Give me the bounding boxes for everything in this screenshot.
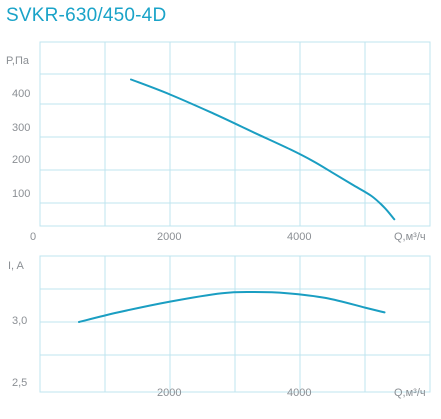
y-tick-label: 100	[12, 188, 30, 200]
chart-title: SVKR-630/450-4D	[6, 5, 167, 26]
y-axis-label: I, A	[8, 260, 25, 272]
current-curve	[78, 290, 386, 323]
pressure-curve	[130, 78, 396, 221]
x-axis-label: Q,м³/ч	[394, 387, 426, 399]
y-tick-label: 200	[12, 154, 30, 166]
x-axis-label: Q,м³/ч	[394, 231, 426, 243]
y-axis-label: P,Па	[6, 55, 30, 67]
x-tick-label: 4000	[287, 387, 311, 399]
y-tick-label: 2,5	[12, 377, 27, 389]
x-tick-label: 4000	[287, 231, 311, 243]
x-tick-label: 0	[30, 231, 36, 243]
y-tick-label: 400	[12, 88, 30, 100]
y-tick-label: 300	[12, 122, 30, 134]
x-tick-label: 2000	[157, 231, 181, 243]
y-tick-label: 3,0	[12, 315, 27, 327]
x-tick-label: 2000	[157, 387, 181, 399]
